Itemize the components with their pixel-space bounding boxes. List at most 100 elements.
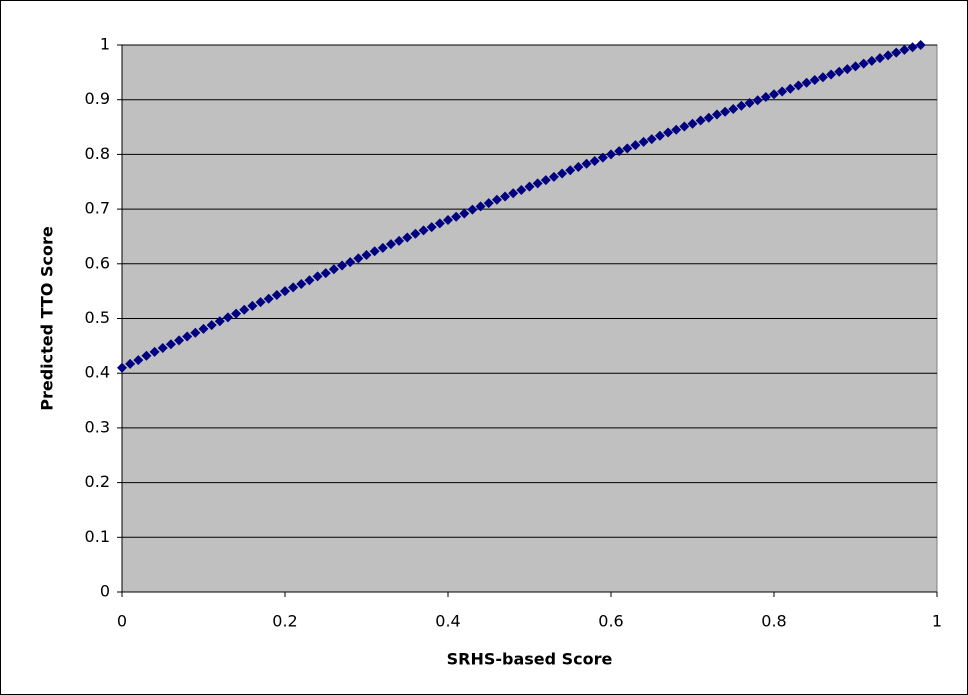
- marker: [858, 58, 869, 69]
- marker: [288, 282, 299, 293]
- marker: [353, 253, 364, 264]
- marker: [883, 50, 894, 61]
- marker: [410, 228, 421, 239]
- marker: [573, 161, 584, 172]
- marker: [500, 191, 511, 202]
- marker: [222, 312, 233, 323]
- marker: [483, 198, 494, 209]
- marker: [581, 158, 592, 169]
- marker: [337, 260, 348, 271]
- marker: [630, 140, 641, 151]
- y-tick-label: 0.2: [85, 472, 110, 491]
- marker: [516, 184, 527, 195]
- marker: [255, 297, 266, 308]
- marker: [695, 115, 706, 126]
- marker: [842, 64, 853, 75]
- marker: [345, 257, 356, 268]
- marker: [247, 300, 258, 311]
- marker: [149, 346, 160, 357]
- marker: [231, 308, 242, 319]
- marker: [174, 335, 185, 346]
- marker: [622, 143, 633, 154]
- marker: [320, 268, 331, 279]
- marker: [589, 155, 600, 166]
- marker: [263, 293, 274, 304]
- marker: [141, 350, 152, 361]
- marker: [720, 106, 731, 117]
- marker: [214, 316, 225, 327]
- marker: [752, 95, 763, 106]
- marker: [475, 201, 486, 212]
- y-tick-label: 0.5: [85, 308, 110, 327]
- x-tick-label: 0.4: [435, 612, 460, 631]
- marker: [377, 242, 388, 253]
- marker: [206, 320, 217, 331]
- marker: [760, 91, 771, 102]
- y-tick-label: 0.4: [85, 363, 110, 382]
- marker: [467, 204, 478, 215]
- x-tick-label: 0.8: [761, 612, 786, 631]
- marker: [540, 175, 551, 186]
- y-axis-title: Predicted TTO Score: [38, 226, 57, 411]
- marker: [296, 279, 307, 290]
- y-tick-label: 0: [100, 582, 110, 601]
- marker: [809, 75, 820, 86]
- marker: [133, 355, 144, 366]
- x-tick-label: 0.2: [272, 612, 297, 631]
- y-tick-label: 0.6: [85, 253, 110, 272]
- marker: [548, 171, 559, 182]
- marker: [491, 194, 502, 205]
- marker: [182, 331, 193, 342]
- marker: [426, 222, 437, 233]
- marker: [532, 178, 543, 189]
- marker: [508, 188, 519, 199]
- marker: [125, 358, 136, 369]
- marker: [565, 165, 576, 176]
- marker: [606, 149, 616, 160]
- x-axis-title: SRHS-based Score: [447, 650, 613, 669]
- marker: [711, 109, 722, 120]
- marker: [769, 89, 779, 100]
- marker: [165, 339, 176, 350]
- marker: [907, 42, 918, 53]
- marker: [817, 72, 828, 83]
- marker: [654, 130, 665, 141]
- marker: [866, 55, 877, 66]
- marker: [328, 264, 339, 275]
- marker: [671, 124, 682, 135]
- marker: [271, 289, 282, 300]
- marker: [638, 136, 649, 147]
- marker: [744, 97, 755, 108]
- x-tick-label: 0.6: [598, 612, 623, 631]
- marker: [385, 239, 396, 250]
- x-tick-label: 1: [932, 612, 942, 631]
- marker: [874, 53, 885, 64]
- marker: [891, 47, 902, 58]
- marker: [826, 69, 837, 80]
- marker: [117, 362, 127, 373]
- marker: [369, 246, 380, 257]
- marker: [703, 112, 714, 123]
- y-tick-label: 0.3: [85, 417, 110, 436]
- marker: [418, 225, 429, 236]
- marker: [434, 218, 445, 229]
- marker: [402, 232, 413, 243]
- marker: [557, 168, 568, 179]
- marker: [736, 100, 747, 111]
- marker: [785, 83, 796, 94]
- marker: [361, 250, 372, 261]
- y-tick-label: 0.7: [85, 199, 110, 218]
- marker: [899, 44, 910, 55]
- marker: [312, 271, 323, 282]
- marker: [524, 181, 535, 192]
- marker: [801, 77, 812, 88]
- marker: [190, 327, 201, 338]
- marker: [728, 103, 739, 114]
- y-tick-label: 0.8: [85, 144, 110, 163]
- marker: [663, 127, 674, 138]
- marker: [834, 66, 845, 77]
- marker: [304, 275, 315, 286]
- marker: [850, 61, 861, 72]
- y-tick-label: 1: [100, 35, 110, 54]
